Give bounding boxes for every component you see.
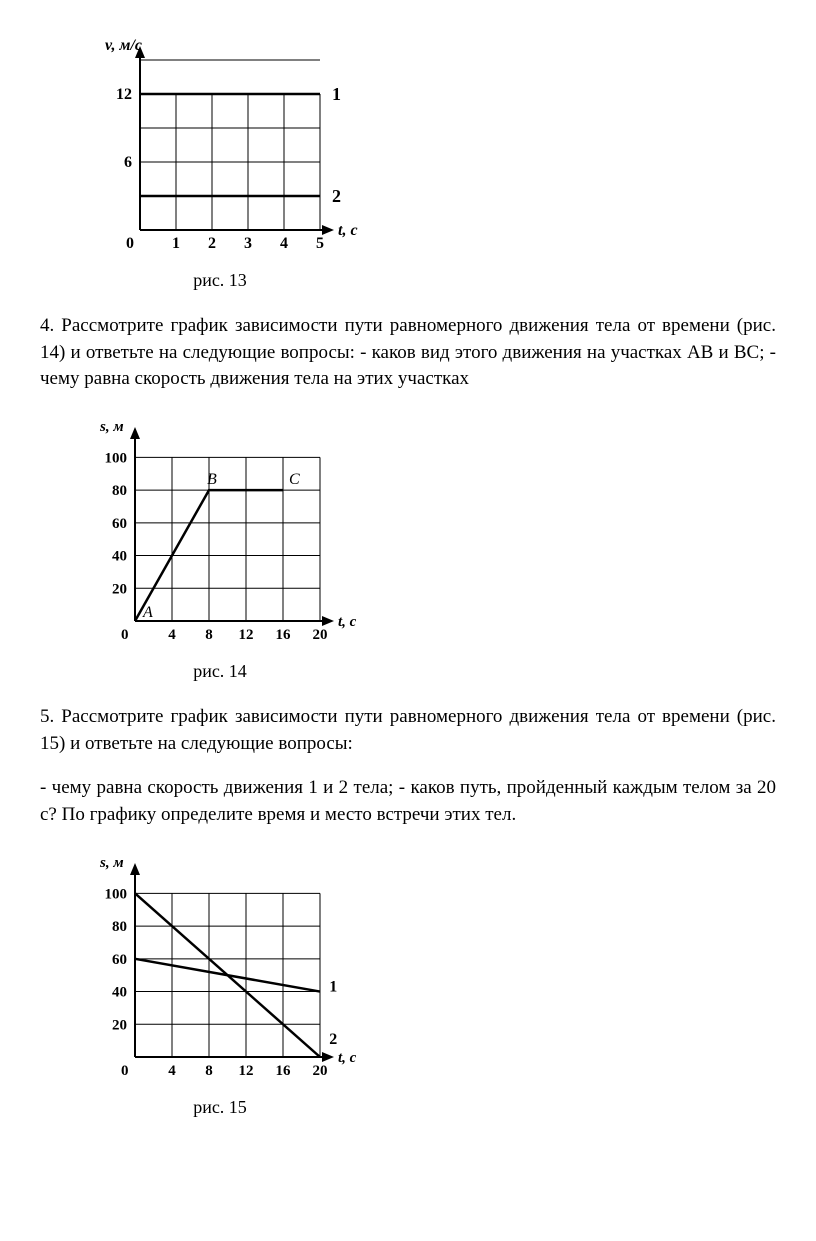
svg-text:t, с: t, с [338,222,358,239]
svg-text:2: 2 [208,235,216,252]
svg-text:12: 12 [116,86,132,103]
svg-text:60: 60 [112,951,127,967]
svg-text:4: 4 [168,1063,176,1079]
svg-text:40: 40 [112,549,127,565]
svg-text:0: 0 [121,1063,129,1079]
svg-text:4: 4 [168,627,176,643]
figure-13: v, м/сt, с01234561212 рис. 13 [80,30,776,293]
chart-15: s, мt, с0481216202040608010012 [80,847,360,1087]
svg-text:v, м/с: v, м/с [105,37,142,54]
svg-text:t, с: t, с [338,614,357,630]
svg-text:100: 100 [105,886,128,902]
svg-text:40: 40 [112,984,127,1000]
figure-13-caption: рис. 13 [80,268,360,293]
svg-text:16: 16 [276,627,292,643]
svg-text:80: 80 [112,919,127,935]
svg-text:20: 20 [313,627,328,643]
svg-text:B: B [207,471,217,488]
problem-5-text-b: - чему равна скорость движения 1 и 2 тел… [40,775,776,828]
svg-text:12: 12 [239,1063,254,1079]
svg-text:5: 5 [316,235,324,252]
svg-text:0: 0 [121,627,129,643]
figure-14-caption: рис. 14 [80,659,360,684]
problem-5-text-a: 5. Рассмотрите график зависимости пути р… [40,704,776,757]
svg-text:20: 20 [112,581,127,597]
svg-text:4: 4 [280,235,288,252]
svg-text:12: 12 [239,627,254,643]
svg-text:1: 1 [172,235,180,252]
svg-text:20: 20 [112,1017,127,1033]
svg-text:A: A [142,604,153,621]
problem-4-text: 4. Рассмотрите график зависимости пути р… [40,313,776,393]
figure-14: s, м t, с 0 4 8 12 16 20 20 40 60 80 100 A B C рис. 14 [80,411,776,684]
svg-text:s, м: s, м [99,419,124,435]
svg-text:20: 20 [313,1063,328,1079]
svg-text:0: 0 [126,235,134,252]
svg-text:3: 3 [244,235,252,252]
svg-text:16: 16 [276,1063,292,1079]
svg-text:C: C [289,471,300,488]
svg-text:2: 2 [332,186,341,206]
chart-13: v, м/сt, с01234561212 [80,30,360,260]
svg-text:6: 6 [124,154,132,171]
svg-text:t, с: t, с [338,1050,357,1066]
svg-text:60: 60 [112,516,127,532]
svg-text:1: 1 [329,978,337,995]
figure-15: s, мt, с0481216202040608010012 рис. 15 [80,847,776,1120]
svg-text:80: 80 [112,483,127,499]
svg-text:1: 1 [332,84,341,104]
chart-14: s, м t, с 0 4 8 12 16 20 20 40 60 80 100 A B C [80,411,360,651]
svg-text:s, м: s, м [99,855,124,871]
svg-text:100: 100 [105,450,128,466]
svg-text:8: 8 [205,627,213,643]
svg-text:2: 2 [329,1030,337,1047]
figure-15-caption: рис. 15 [80,1095,360,1120]
svg-text:8: 8 [205,1063,213,1079]
